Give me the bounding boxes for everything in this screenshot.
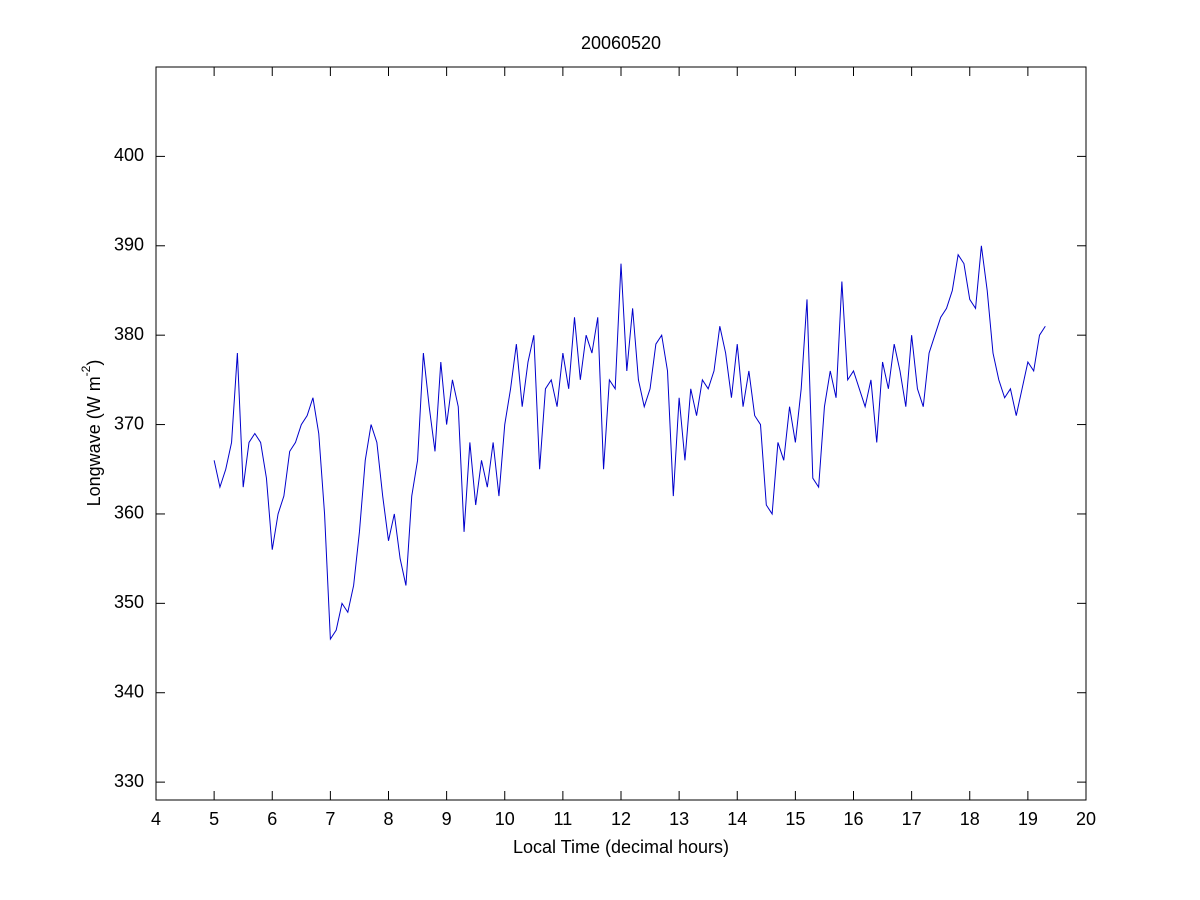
x-tick-label: 8	[383, 809, 393, 829]
x-tick-label: 19	[1018, 809, 1038, 829]
x-tick-label: 11	[554, 809, 573, 829]
chart-title: 20060520	[581, 33, 661, 53]
y-tick-label: 400	[114, 145, 144, 165]
x-tick-label: 12	[611, 809, 631, 829]
x-tick-label: 4	[151, 809, 161, 829]
y-tick-label: 360	[114, 503, 144, 523]
x-axis-label: Local Time (decimal hours)	[513, 837, 729, 857]
y-tick-label: 370	[114, 413, 144, 433]
data-line	[213, 245, 1046, 641]
y-tick-label: 350	[114, 592, 144, 612]
x-tick-label: 9	[442, 809, 452, 829]
x-tick-label: 15	[785, 809, 805, 829]
x-tick-label: 16	[843, 809, 863, 829]
x-tick-label: 14	[727, 809, 747, 829]
y-label-suffix: )	[84, 360, 104, 366]
y-label-superscript: -2	[79, 365, 93, 376]
x-tick-label: 10	[495, 809, 515, 829]
x-tick-label: 7	[325, 809, 335, 829]
x-tick-label: 20	[1076, 809, 1096, 829]
y-tick-label: 340	[114, 681, 144, 701]
y-tick-label: 390	[114, 235, 144, 255]
y-tick-label: 330	[114, 771, 144, 791]
x-tick-label: 5	[209, 809, 219, 829]
x-tick-label: 6	[267, 809, 277, 829]
y-axis-label: Longwave (W m-2)	[79, 360, 104, 507]
y-label-text: Longwave (W m	[84, 376, 104, 506]
x-tick-label: 17	[902, 809, 922, 829]
y-tick-label: 380	[114, 324, 144, 344]
x-tick-label: 13	[669, 809, 689, 829]
x-tick-label: 18	[960, 809, 980, 829]
